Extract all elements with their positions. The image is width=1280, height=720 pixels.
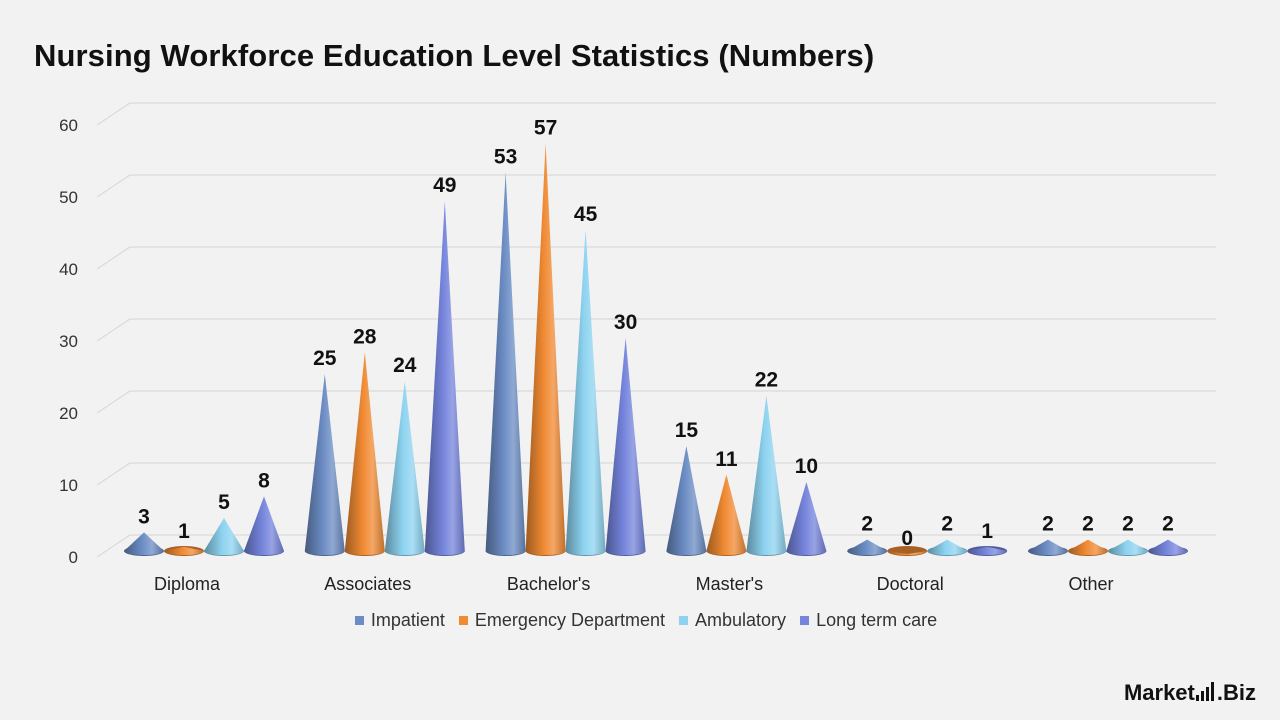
data-label: 2 bbox=[941, 513, 953, 536]
cone-1-3 bbox=[424, 201, 465, 556]
x-tick-label: Bachelor's bbox=[507, 574, 590, 594]
gridline bbox=[96, 246, 1216, 270]
cone-2-1 bbox=[525, 143, 566, 556]
data-label: 53 bbox=[494, 145, 517, 168]
cone-5-1 bbox=[1068, 539, 1108, 556]
cone-3-0 bbox=[666, 446, 707, 556]
cone-2-2 bbox=[565, 230, 606, 556]
data-label: 49 bbox=[433, 174, 456, 197]
cone-0-0 bbox=[124, 532, 164, 556]
gridline bbox=[96, 462, 1216, 486]
cone-1-2 bbox=[384, 381, 425, 556]
cone-3-1 bbox=[706, 474, 747, 556]
cone-4-2 bbox=[927, 539, 968, 556]
legend-swatch bbox=[679, 616, 689, 625]
y-tick-label: 0 bbox=[69, 548, 78, 567]
brand-logo: Market .Biz bbox=[1124, 680, 1256, 706]
data-label: 3 bbox=[138, 505, 150, 528]
data-label: 1 bbox=[178, 520, 190, 543]
gridline bbox=[96, 318, 1216, 342]
cone-0-3 bbox=[244, 496, 284, 556]
data-label: 2 bbox=[1122, 513, 1134, 536]
cones bbox=[124, 143, 1188, 556]
legend-item: Emergency Department bbox=[458, 610, 666, 631]
brand-name-right: .Biz bbox=[1216, 680, 1256, 705]
legend-label: Long term care bbox=[816, 610, 938, 630]
data-label: 28 bbox=[353, 325, 377, 348]
data-label: 0 bbox=[901, 527, 913, 550]
data-label: 5 bbox=[218, 491, 230, 514]
cone-4-3 bbox=[967, 546, 1008, 556]
y-tick-label: 10 bbox=[59, 476, 78, 495]
data-label: 24 bbox=[393, 354, 417, 377]
legend-swatch bbox=[354, 616, 364, 625]
legend: Impatient Emergency Department Ambulatory L… bbox=[0, 610, 1280, 631]
data-label: 57 bbox=[534, 117, 557, 140]
y-tick-label: 20 bbox=[59, 404, 78, 423]
x-tick-label: Doctoral bbox=[877, 574, 944, 594]
cone-3-3 bbox=[786, 482, 827, 556]
y-tick-label: 40 bbox=[59, 260, 78, 279]
data-label: 25 bbox=[313, 347, 337, 370]
data-label: 45 bbox=[574, 203, 598, 226]
data-label: 30 bbox=[614, 311, 637, 334]
cone-1-1 bbox=[344, 352, 385, 556]
chart-title: Nursing Workforce Education Level Statis… bbox=[34, 38, 875, 73]
legend-label: Emergency Department bbox=[474, 610, 666, 630]
data-label: 22 bbox=[755, 369, 778, 392]
gridline bbox=[96, 174, 1216, 198]
data-label: 10 bbox=[795, 455, 818, 478]
data-label: 8 bbox=[258, 469, 270, 492]
brand-name-left: Market bbox=[1123, 680, 1195, 705]
x-tick-label: Other bbox=[1068, 574, 1113, 594]
y-tick-label: 50 bbox=[59, 188, 78, 207]
cone-0-2 bbox=[204, 518, 244, 556]
gridline bbox=[96, 390, 1216, 414]
cone-4-1 bbox=[887, 546, 928, 556]
data-label: 11 bbox=[715, 448, 738, 471]
cone-5-2 bbox=[1108, 539, 1148, 556]
x-tick-label: Diploma bbox=[154, 574, 221, 594]
data-label: 2 bbox=[1162, 513, 1174, 536]
y-tick-label: 60 bbox=[59, 116, 78, 135]
cone-4-0 bbox=[847, 539, 888, 556]
legend-swatch bbox=[800, 616, 810, 625]
brand-bars-icon bbox=[1195, 681, 1216, 701]
cone-0-1 bbox=[164, 546, 204, 556]
data-label: 1 bbox=[981, 520, 993, 543]
cone-2-0 bbox=[485, 172, 526, 556]
cone-1-0 bbox=[304, 374, 345, 556]
cone-5-0 bbox=[1028, 539, 1068, 556]
gridline bbox=[96, 102, 1216, 126]
data-label: 2 bbox=[1082, 513, 1094, 536]
x-axis: Diploma Associates Bachelor's Master's Docto… bbox=[154, 574, 1114, 594]
gridline bbox=[96, 534, 1216, 558]
legend-item: Long term care bbox=[800, 610, 937, 631]
data-label: 2 bbox=[861, 513, 873, 536]
gridlines bbox=[96, 102, 1216, 558]
x-tick-label: Master's bbox=[696, 574, 763, 594]
y-tick-label: 30 bbox=[59, 332, 78, 351]
cone-2-3 bbox=[605, 338, 646, 556]
legend-label: Ambulatory bbox=[695, 610, 787, 630]
data-label: 15 bbox=[675, 419, 699, 442]
legend-item: Impatient bbox=[354, 610, 445, 631]
x-tick-label: Associates bbox=[324, 574, 411, 594]
cone-5-3 bbox=[1148, 539, 1188, 556]
legend-label: Impatient bbox=[370, 610, 445, 630]
y-axis: 0 10 20 30 40 50 60 bbox=[59, 116, 78, 567]
legend-swatch bbox=[458, 616, 468, 625]
data-label: 2 bbox=[1042, 513, 1054, 536]
legend-item: Ambulatory bbox=[679, 610, 786, 631]
cone-3-2 bbox=[746, 395, 787, 556]
